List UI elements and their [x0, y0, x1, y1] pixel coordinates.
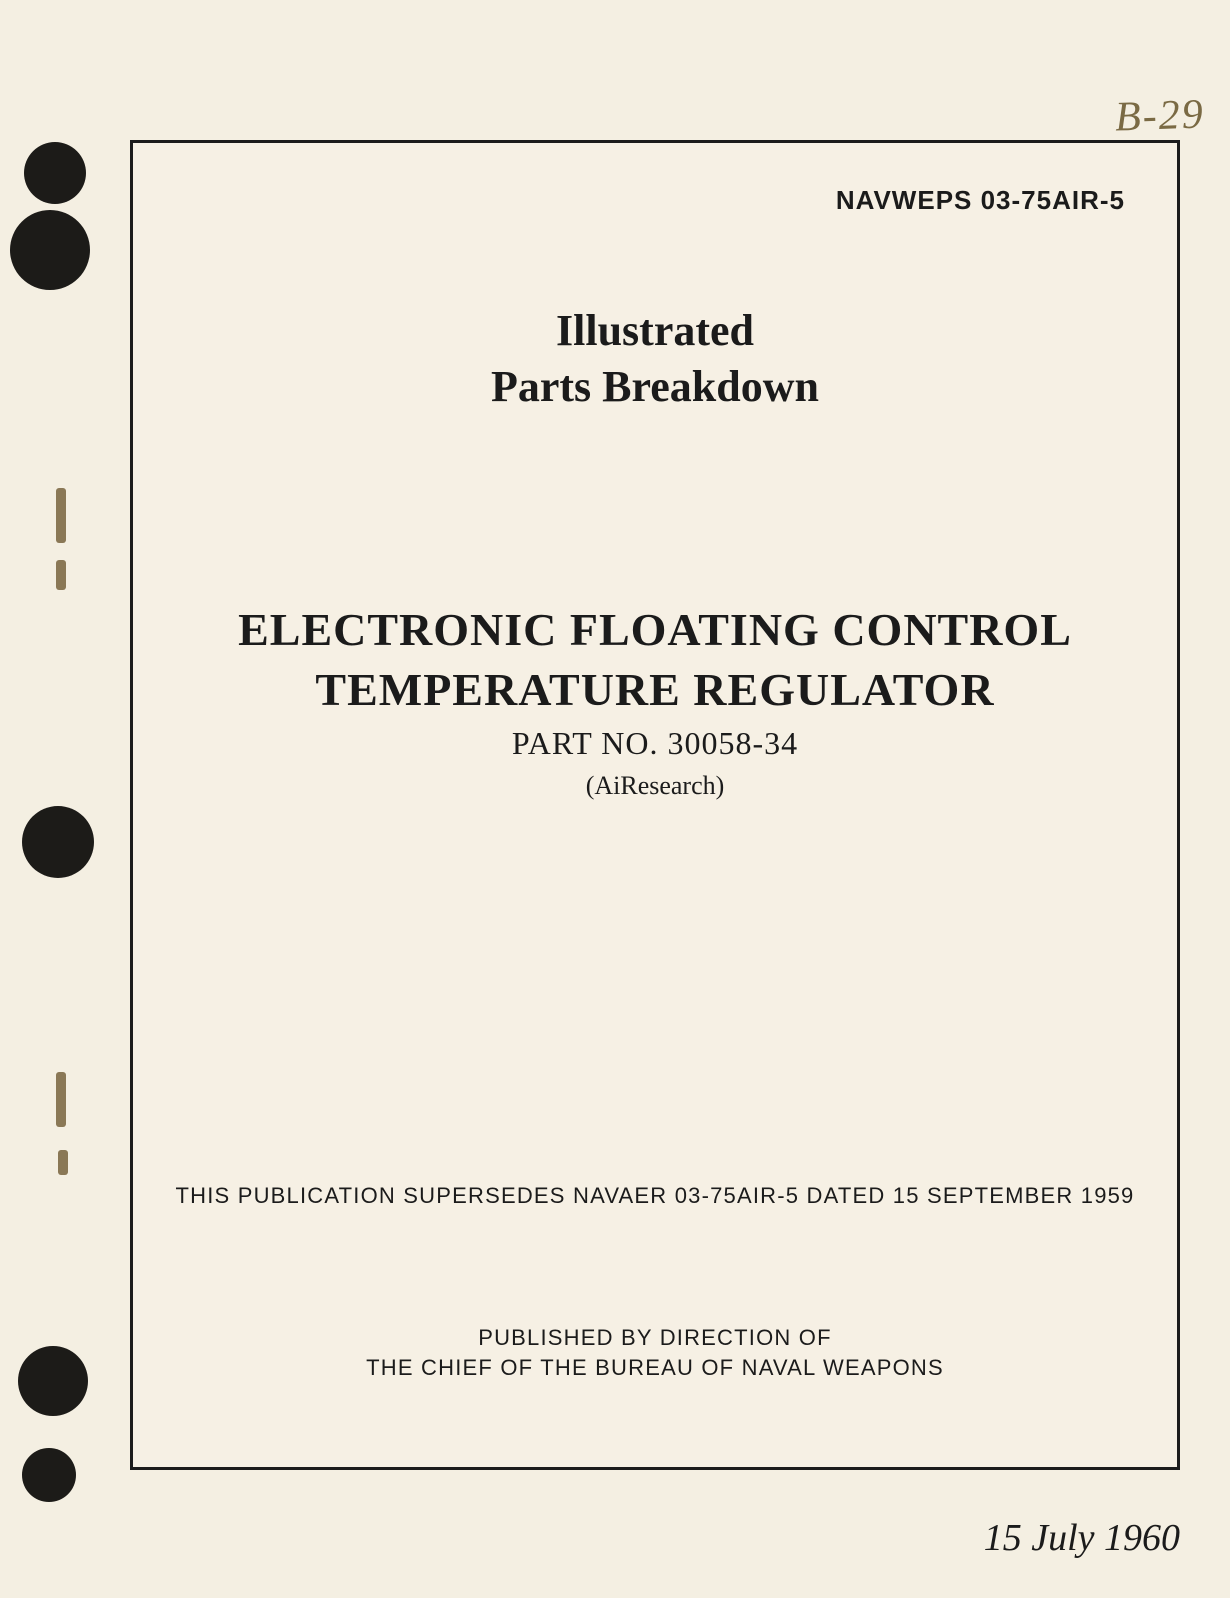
- publisher-line-1: PUBLISHED BY DIRECTION OF: [133, 1325, 1177, 1351]
- subtitle-line-1: Illustrated: [133, 305, 1177, 356]
- staple-mark: [58, 1150, 68, 1175]
- handwritten-annotation: B-29: [1115, 90, 1206, 141]
- subtitle-line-2: Parts Breakdown: [133, 361, 1177, 412]
- binder-hole: [22, 806, 94, 878]
- publication-date: 15 July 1960: [984, 1516, 1180, 1560]
- staple-mark: [56, 1072, 66, 1127]
- staple-mark: [56, 560, 66, 590]
- binder-hole: [22, 1448, 76, 1502]
- document-id: NAVWEPS 03-75AIR-5: [836, 185, 1125, 216]
- staple-mark: [56, 488, 66, 543]
- cover-frame: NAVWEPS 03-75AIR-5 Illustrated Parts Bre…: [130, 140, 1180, 1470]
- binder-hole: [18, 1346, 88, 1416]
- publisher-line-2: THE CHIEF OF THE BUREAU OF NAVAL WEAPONS: [133, 1355, 1177, 1381]
- supersession-notice: THIS PUBLICATION SUPERSEDES NAVAER 03-75…: [133, 1183, 1177, 1209]
- title-line-2: TEMPERATURE REGULATOR: [133, 663, 1177, 716]
- binder-hole: [24, 142, 86, 204]
- title-line-1: ELECTRONIC FLOATING CONTROL: [133, 603, 1177, 656]
- part-number: PART NO. 30058-34: [133, 725, 1177, 762]
- manufacturer: (AiResearch): [133, 771, 1177, 801]
- binder-hole: [10, 210, 90, 290]
